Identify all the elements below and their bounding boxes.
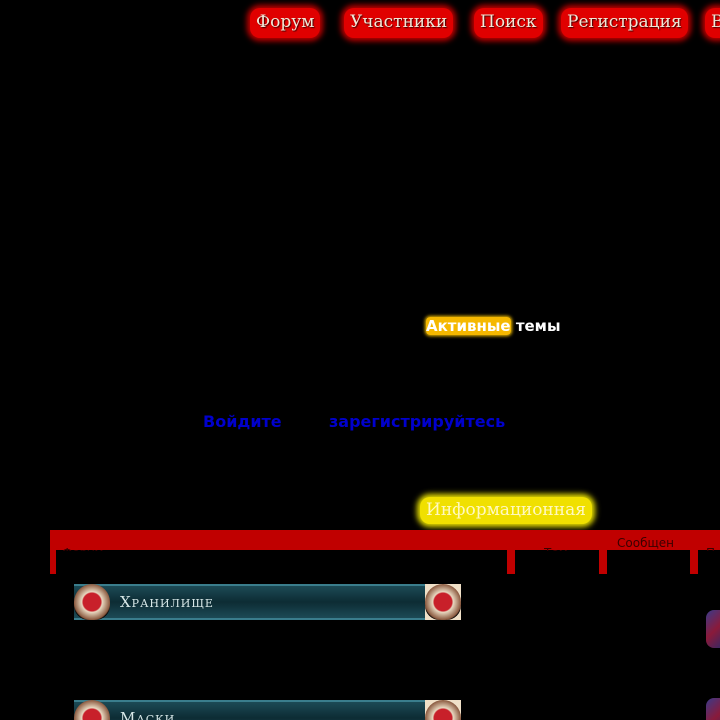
active-topics-link[interactable]: Активные темы [426,317,561,335]
column-divider [507,530,515,574]
table-header-bar [50,530,720,550]
nav-login[interactable]: В [705,8,720,38]
register-link[interactable]: зарегистрируйтесь [329,412,506,431]
header-topics: Тем [544,546,568,551]
ornament-icon [425,700,461,720]
header-posts: Сообщен [617,536,674,550]
avatar [706,698,720,720]
nav-members[interactable]: Участники [344,8,454,38]
avatar [706,610,720,648]
header-last-post: П [706,546,715,551]
nav-register[interactable]: Регистрация [561,8,688,38]
header-forum: Форум [62,546,103,551]
nav-search[interactable]: Поиск [474,8,543,38]
column-divider [50,530,56,574]
forum-row-masks[interactable]: Маски [74,700,461,720]
category-title[interactable]: Информационная [420,497,592,524]
active-topics-highlight: Активные [426,317,511,335]
active-topics-rest: темы [510,317,561,335]
ornament-icon [74,700,110,720]
ornament-icon [74,584,110,620]
nav-forum[interactable]: Форум [250,8,321,38]
ornament-icon [425,584,461,620]
ornament-icon [425,700,461,720]
column-divider [690,530,698,574]
column-divider [599,530,607,574]
ornament-icon [425,584,461,620]
forum-name[interactable]: Маски [120,709,176,720]
forum-row-storage[interactable]: Хранилище [74,584,461,620]
forum-name[interactable]: Хранилище [120,593,214,611]
login-link[interactable]: Войдите [203,412,282,431]
